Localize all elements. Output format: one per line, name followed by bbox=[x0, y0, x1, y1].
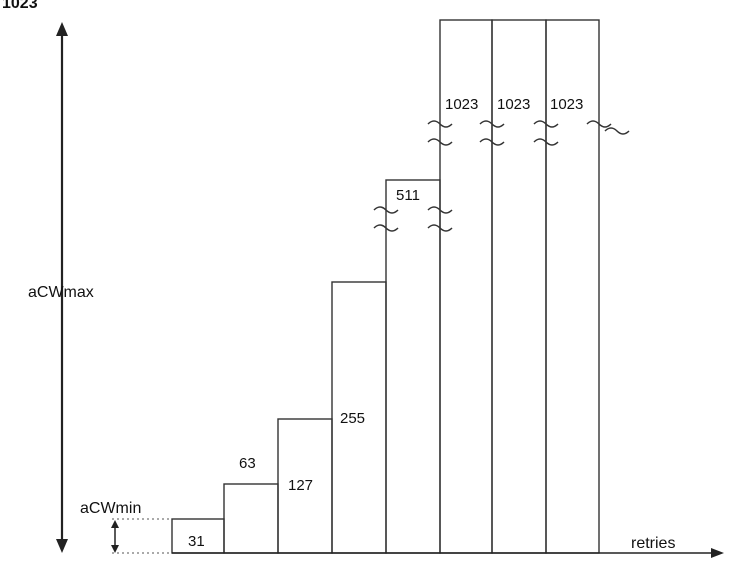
break-mark bbox=[533, 120, 559, 128]
value-label: 1023 bbox=[497, 96, 530, 113]
value-label: 127 bbox=[288, 477, 313, 494]
break-mark bbox=[427, 138, 453, 146]
break-mark bbox=[427, 224, 453, 232]
break-marks bbox=[373, 120, 630, 232]
bar-63 bbox=[223, 483, 279, 554]
break-mark bbox=[533, 138, 559, 146]
bar-511 bbox=[385, 179, 441, 554]
top-cropped-label: 1023 bbox=[2, 0, 38, 12]
break-mark bbox=[427, 206, 453, 214]
value-label: 31 bbox=[188, 533, 205, 550]
cwmin-arrow bbox=[111, 518, 172, 554]
break-mark bbox=[586, 120, 612, 128]
cwmax-arrow bbox=[56, 22, 68, 553]
break-mark bbox=[373, 206, 399, 214]
value-label: 1023 bbox=[445, 96, 478, 113]
value-label: 63 bbox=[239, 455, 256, 472]
bar-value-labels: 31 63 127 255 511 1023 1023 1023 bbox=[188, 96, 583, 550]
value-label: 1023 bbox=[550, 96, 583, 113]
value-label: 255 bbox=[340, 410, 365, 427]
label-backgrounds bbox=[393, 93, 596, 204]
retries-label: retries bbox=[631, 535, 675, 552]
cwmax-label: aCWmax bbox=[28, 284, 94, 301]
break-mark bbox=[373, 224, 399, 232]
break-mark bbox=[479, 138, 505, 146]
cwmin-label: aCWmin bbox=[80, 500, 141, 517]
break-mark bbox=[427, 120, 453, 128]
value-label: 511 bbox=[396, 187, 420, 204]
retries-axis bbox=[172, 548, 724, 558]
break-mark bbox=[604, 127, 630, 135]
break-mark bbox=[479, 120, 505, 128]
